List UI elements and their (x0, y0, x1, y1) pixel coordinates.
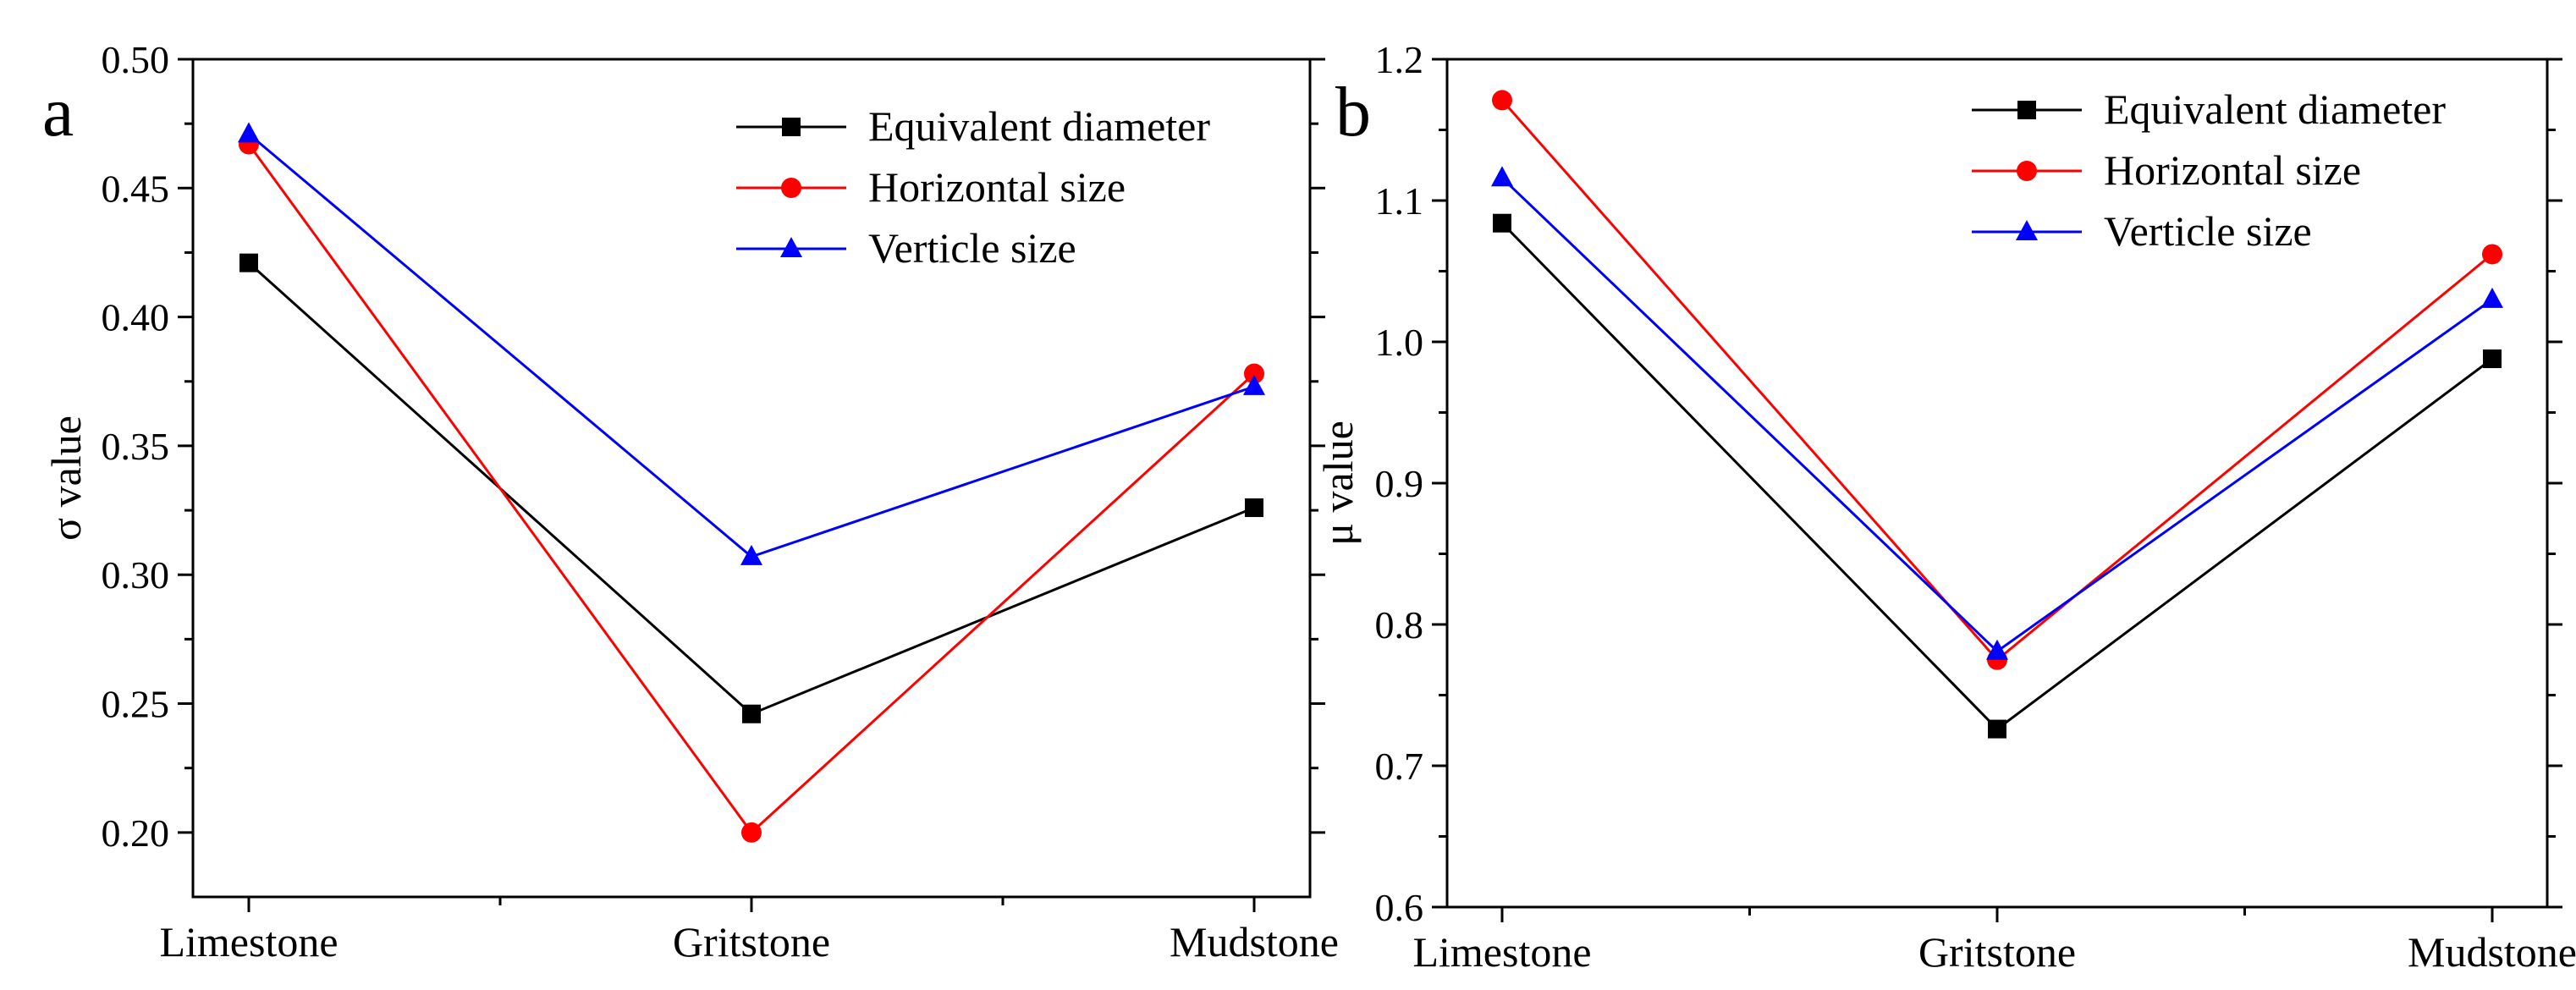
data-point (2481, 287, 2503, 308)
legend-marker (2017, 161, 2037, 181)
legend-marker (780, 237, 802, 257)
plot-frame (191, 58, 1312, 899)
data-point (1245, 498, 1263, 518)
data-point (1491, 166, 1513, 187)
y-tick-label: 0.30 (102, 553, 170, 597)
x-category-label: Gritstone (1918, 928, 2076, 976)
legend-marker (2017, 101, 2036, 119)
data-point (1988, 719, 2006, 739)
y-tick-label: 1.1 (1375, 179, 1424, 223)
data-point (1493, 213, 1511, 233)
y-tick-label: 0.9 (1375, 462, 1424, 505)
legend: Equivalent diameter Horizontal size Vertic… (1972, 85, 2446, 255)
data-point (740, 544, 762, 565)
legend-label: Verticle size (868, 224, 1076, 272)
y-axis-title: μ value (1314, 421, 1362, 546)
data-point (1243, 374, 1265, 395)
legend-label: Horizontal size (2104, 146, 2361, 194)
series-line (1500, 177, 2493, 653)
y-tick-label: 0.50 (102, 38, 170, 81)
panel-label: a (42, 73, 74, 151)
series-equivalent-diameter (1493, 213, 2502, 739)
data-point (1244, 363, 1264, 384)
x-category-label: Mudstone (1170, 918, 1339, 965)
legend-label: Equivalent diameter (2104, 85, 2446, 133)
y-tick-label: 1.2 (1375, 38, 1424, 81)
y-tick-label: 0.45 (102, 167, 170, 210)
series-verticle-size (238, 122, 1265, 565)
x-category-label: Limestone (159, 918, 338, 965)
data-point (741, 822, 762, 843)
chart-panel-b: b 0.6 0.7 0.8 0.9 1.0 1.1 1.2 Limestone Gritstone… (1314, 38, 2576, 976)
panel-label: b (1335, 73, 1371, 151)
legend-marker (782, 118, 801, 136)
data-point (239, 253, 258, 272)
series-line (247, 261, 1255, 716)
data-point (1492, 90, 1512, 111)
y-tick-label: 0.40 (102, 296, 170, 339)
series-equivalent-diameter (239, 253, 1263, 723)
y-tick-label: 0.20 (102, 811, 170, 855)
y-tick-label: 1.0 (1375, 321, 1424, 364)
y-tick-label: 0.6 (1375, 886, 1424, 929)
data-point (2482, 244, 2502, 265)
data-point (2483, 349, 2502, 369)
series-verticle-size (1491, 166, 2503, 660)
y-tick-label: 0.8 (1375, 603, 1424, 646)
y-axis-title: σ value (42, 415, 90, 541)
legend: Equivalent diameter Horizontal size Vertic… (736, 102, 1210, 272)
legend-label: Horizontal size (868, 163, 1126, 211)
x-category-label: Mudstone (2408, 928, 2576, 976)
legend-marker (781, 178, 801, 198)
y-tick-label: 0.35 (102, 425, 170, 468)
x-category-label: Gritstone (673, 918, 830, 965)
y-tick-label: 0.7 (1375, 745, 1424, 788)
series-horizontal-size (239, 134, 1264, 843)
y-tick-label: 0.25 (102, 683, 170, 726)
legend-label: Verticle size (2104, 207, 2312, 255)
legend-marker (2016, 220, 2038, 240)
chart-panel-a: a 0.20 0.25 0.30 0.35 0.40 0.45 0.50 Limestone Gr… (42, 38, 1339, 965)
data-point (238, 122, 260, 143)
data-point (1986, 639, 2008, 660)
data-point (742, 704, 761, 723)
x-category-label: Limestone (1412, 928, 1591, 976)
plot-frame (1445, 58, 2549, 909)
legend-label: Equivalent diameter (868, 102, 1210, 150)
